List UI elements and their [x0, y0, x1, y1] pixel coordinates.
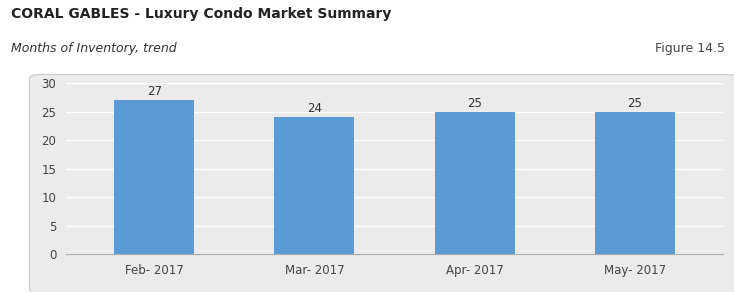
Text: Months of Inventory, trend: Months of Inventory, trend: [11, 42, 177, 55]
Text: 25: 25: [468, 97, 482, 110]
Bar: [595, 112, 675, 254]
Text: @condoblackbook.com: @condoblackbook.com: [127, 121, 137, 226]
Bar: [275, 117, 355, 254]
Bar: [435, 112, 515, 254]
Text: 25: 25: [628, 97, 642, 110]
Text: CORAL GABLES - Luxury Condo Market Summary: CORAL GABLES - Luxury Condo Market Summa…: [11, 7, 391, 21]
Text: Figure 14.5: Figure 14.5: [655, 42, 725, 55]
Bar: [114, 100, 195, 254]
Text: 24: 24: [307, 102, 322, 115]
Text: 27: 27: [147, 85, 161, 98]
